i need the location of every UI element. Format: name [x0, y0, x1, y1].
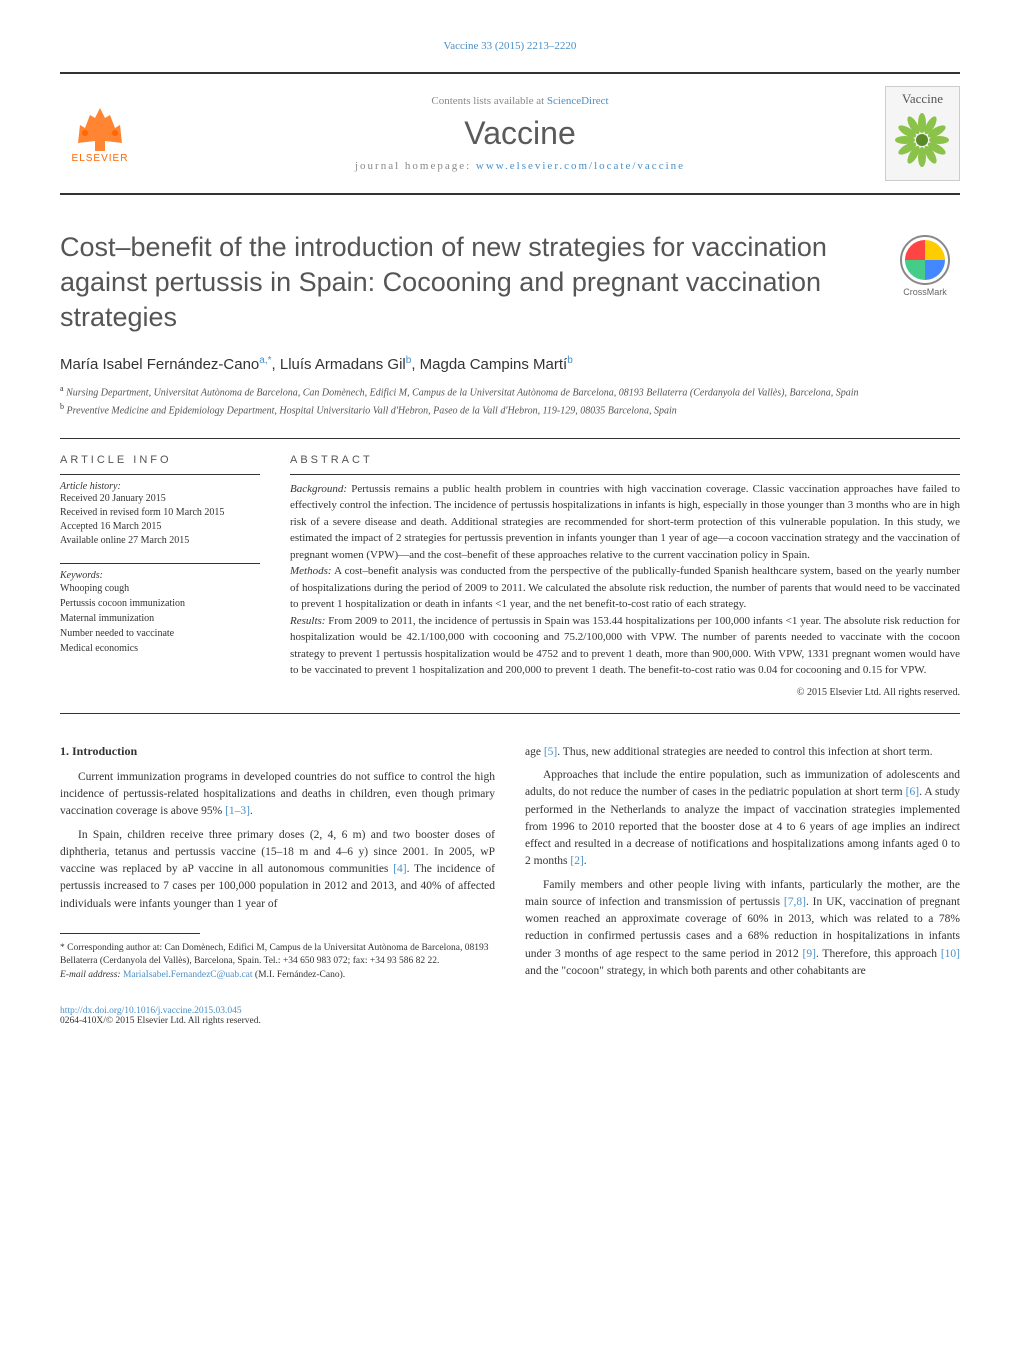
citation-link[interactable]: [9]	[803, 948, 816, 960]
intro-p5-end: and the "cocoon" strategy, in which both…	[525, 965, 866, 977]
citation-link[interactable]: [4]	[393, 863, 406, 875]
issn-copyright: 0264-410X/© 2015 Elsevier Ltd. All right…	[60, 1016, 960, 1026]
intro-p4: Approaches that include the entire popul…	[525, 767, 960, 871]
results-text: From 2009 to 2011, the incidence of pert…	[290, 615, 960, 677]
citation-link[interactable]: [6]	[906, 786, 919, 798]
keyword-item: Number needed to vaccinate	[60, 626, 260, 641]
doi-link[interactable]: http://dx.doi.org/10.1016/j.vaccine.2015…	[60, 1006, 242, 1016]
authors-line: María Isabel Fernández-Canoa,*, Lluís Ar…	[60, 355, 960, 373]
svg-text:CrossMark: CrossMark	[903, 287, 947, 297]
elsevier-label: ELSEVIER	[72, 153, 129, 164]
elsevier-tree-icon	[70, 103, 130, 153]
intro-p4-mid: . A study performed in the Netherlands t…	[525, 786, 960, 867]
abstract-copyright: © 2015 Elsevier Ltd. All rights reserved…	[290, 687, 960, 698]
journal-cover: Vaccine	[885, 86, 960, 181]
author-3: Magda Campins Martí	[420, 356, 568, 373]
received-date: Received 20 January 2015	[60, 492, 260, 506]
citation-link[interactable]: [5]	[544, 746, 557, 758]
journal-title: Vaccine	[155, 115, 885, 152]
intro-p5-mid2: . Therefore, this approach	[816, 948, 941, 960]
keyword-item: Pertussis cocoon immunization	[60, 596, 260, 611]
sciencedirect-line: Contents lists available at ScienceDirec…	[155, 95, 885, 107]
methods-text: A cost–benefit analysis was conducted fr…	[290, 565, 960, 610]
divider	[60, 438, 960, 439]
revised-date: Received in revised form 10 March 2015	[60, 506, 260, 520]
keywords-label: Keywords:	[60, 570, 260, 581]
intro-p1-end: .	[250, 805, 253, 817]
intro-p3: age [5]. Thus, new additional strategies…	[525, 744, 960, 761]
methods-label: Methods:	[290, 565, 332, 577]
history-label: Article history:	[60, 481, 260, 492]
journal-header: ELSEVIER Contents lists available at Sci…	[60, 72, 960, 195]
author-3-sup: b	[567, 355, 573, 366]
accepted-date: Accepted 16 March 2015	[60, 520, 260, 534]
doi-block: http://dx.doi.org/10.1016/j.vaccine.2015…	[60, 1006, 960, 1026]
affiliations: a Nursing Department, Universitat Autòno…	[60, 383, 960, 418]
email-label: E-mail address:	[60, 970, 121, 980]
journal-reference: Vaccine 33 (2015) 2213–2220	[60, 40, 960, 52]
email-link[interactable]: MariaIsabel.FernandezC@uab.cat	[121, 970, 253, 980]
corresponding-footnote: * Corresponding author at: Can Domènech,…	[60, 942, 495, 969]
elsevier-logo: ELSEVIER	[60, 94, 140, 174]
author-2-sup: b	[406, 355, 412, 366]
article-title: Cost–benefit of the introduction of new …	[60, 230, 960, 335]
intro-heading: 1. Introduction	[60, 744, 495, 759]
intro-p3-end: . Thus, new additional strategies are ne…	[557, 746, 932, 758]
cover-flower-icon	[895, 113, 950, 168]
abstract-heading: abstract	[290, 454, 960, 466]
crossmark-icon[interactable]: CrossMark	[890, 230, 960, 300]
intro-p5: Family members and other people living w…	[525, 877, 960, 981]
intro-p4-text: Approaches that include the entire popul…	[525, 769, 960, 798]
author-1: María Isabel Fernández-Cano	[60, 356, 259, 373]
keyword-item: Maternal immunization	[60, 611, 260, 626]
divider	[60, 713, 960, 714]
sciencedirect-prefix: Contents lists available at	[431, 95, 546, 107]
intro-p2: In Spain, children receive three primary…	[60, 827, 495, 913]
homepage-prefix: journal homepage:	[355, 160, 476, 172]
citation-link[interactable]: [10]	[941, 948, 960, 960]
citation-link[interactable]: [2]	[570, 855, 583, 867]
intro-p1: Current immunization programs in develop…	[60, 769, 495, 821]
intro-p1-text: Current immunization programs in develop…	[60, 771, 495, 818]
results-label: Results:	[290, 615, 325, 627]
homepage-link[interactable]: www.elsevier.com/locate/vaccine	[476, 160, 685, 172]
cover-title: Vaccine	[902, 91, 943, 107]
intro-p4-end: .	[584, 855, 587, 867]
email-suffix: (M.I. Fernández-Cano).	[253, 970, 346, 980]
keyword-item: Medical economics	[60, 641, 260, 656]
intro-p3-text: age	[525, 746, 544, 758]
article-info-heading: article info	[60, 454, 260, 466]
online-date: Available online 27 March 2015	[60, 534, 260, 548]
citation-link[interactable]: [1–3]	[225, 805, 250, 817]
author-2: Lluís Armadans Gil	[280, 356, 406, 373]
author-1-sup: a,*	[259, 355, 271, 366]
corr-label: * Corresponding author at:	[60, 943, 162, 953]
email-footnote: E-mail address: MariaIsabel.FernandezC@u…	[60, 969, 495, 982]
background-text: Pertussis remains a public health proble…	[290, 483, 960, 561]
abstract-text: Background: Pertussis remains a public h…	[290, 481, 960, 679]
affiliation-b: Preventive Medicine and Epidemiology Dep…	[67, 405, 677, 416]
sciencedirect-link[interactable]: ScienceDirect	[547, 95, 609, 107]
citation-link[interactable]: [7,8]	[784, 896, 806, 908]
background-label: Background:	[290, 483, 347, 495]
footnote-separator	[60, 933, 200, 934]
affiliation-a: Nursing Department, Universitat Autònoma…	[66, 388, 859, 399]
keyword-item: Whooping cough	[60, 581, 260, 596]
homepage-line: journal homepage: www.elsevier.com/locat…	[155, 160, 885, 172]
